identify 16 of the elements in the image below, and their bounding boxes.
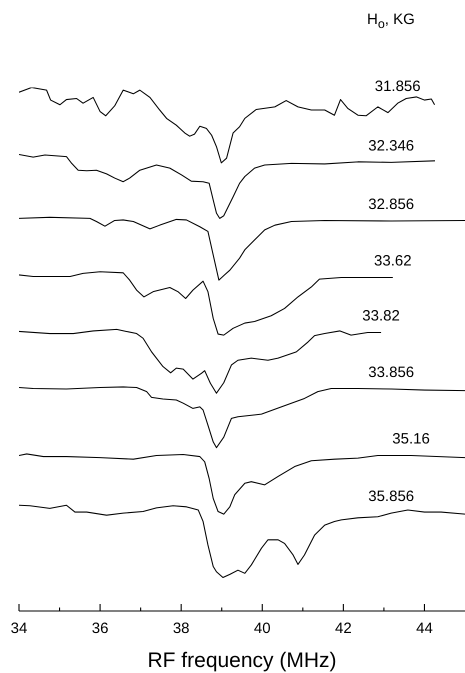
x-tick-label: 34 <box>10 620 28 637</box>
x-tick-label: 40 <box>254 620 271 637</box>
x-tick-label: 44 <box>416 620 433 637</box>
series-label: 32.346 <box>368 137 414 154</box>
x-tick-label: 36 <box>92 620 108 637</box>
legend-title: H$_{o}$, KG <box>367 11 415 33</box>
x-tick-label: 42 <box>335 620 352 637</box>
series-label: 33.856 <box>368 364 414 382</box>
series-label: 33.62 <box>374 252 412 270</box>
x-axis-title: RF frequency (MHz) <box>146 648 338 673</box>
series-label: 33.82 <box>362 308 400 324</box>
series-label: 31.856 <box>374 78 421 96</box>
x-tick-label: 38 <box>172 620 190 637</box>
series-label: 35.16 <box>392 430 430 448</box>
series-label: 32.856 <box>368 196 414 213</box>
series-label: 35.856 <box>368 488 414 506</box>
